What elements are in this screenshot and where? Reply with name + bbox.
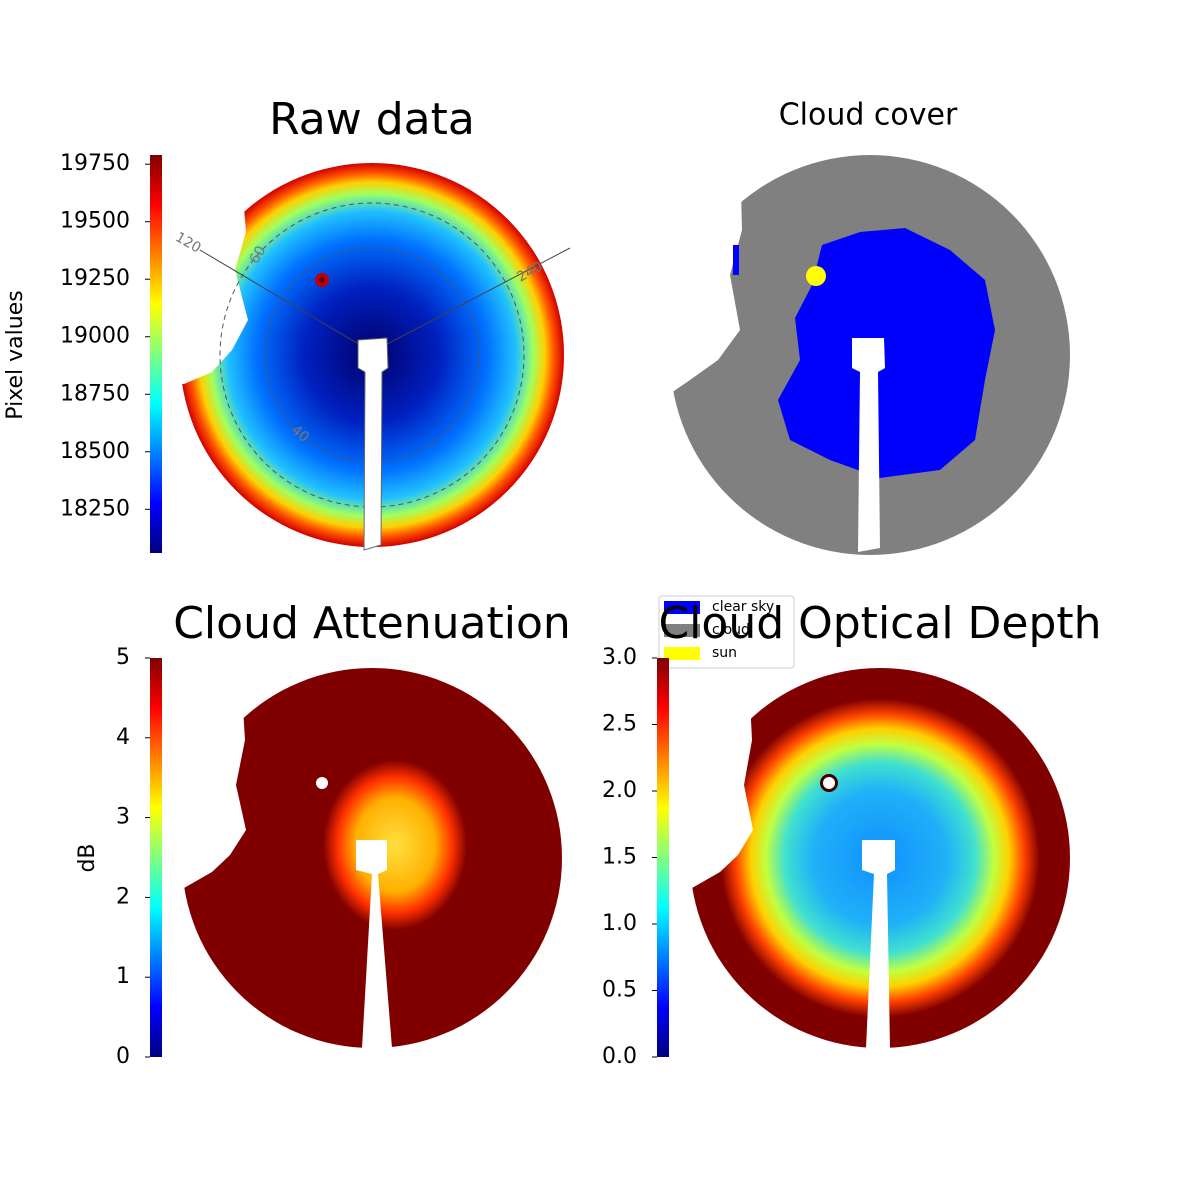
tick-label: 0.5 — [602, 978, 637, 1003]
tick-label: 4 — [116, 725, 130, 750]
tick-label: 19250 — [60, 266, 130, 291]
tick-label: 19750 — [60, 151, 130, 176]
attenuation-image — [170, 660, 562, 1048]
colorbar-label: Pixel values — [3, 290, 28, 419]
panel-title: Raw data — [269, 94, 475, 145]
tick-label: 1.0 — [602, 911, 637, 936]
tick-label: 3.0 — [602, 645, 637, 670]
tick-label: 5 — [116, 645, 130, 670]
tick-label: 18250 — [60, 496, 130, 521]
polar-label: 60 — [247, 243, 270, 266]
legend-swatch — [664, 624, 700, 637]
tick-label: 18500 — [60, 439, 130, 464]
tick-label: 3 — [116, 805, 130, 830]
colorbar — [150, 658, 162, 1057]
tick-label: 19500 — [60, 209, 130, 234]
panel-title: Cloud Attenuation — [173, 598, 571, 649]
legend-label: sun — [712, 645, 737, 661]
tick-label: 2 — [116, 884, 130, 909]
tick-label: 1.5 — [602, 845, 637, 870]
tick-label: 18750 — [60, 381, 130, 406]
legend: clear sky cloud sun — [658, 595, 795, 669]
colorbar-label: dB — [75, 843, 100, 872]
tick-label: 2.5 — [602, 712, 637, 737]
legend-label: clear sky — [712, 599, 774, 615]
tick-label: 19000 — [60, 324, 130, 349]
panel-title: Cloud cover — [779, 98, 958, 133]
optical-depth-image — [678, 660, 1070, 1048]
legend-swatch — [664, 647, 700, 660]
legend-label: cloud — [712, 622, 750, 638]
cloud-cover-image — [668, 150, 1070, 555]
raw-image — [170, 160, 571, 551]
panel-title: Cloud Optical Depth — [658, 598, 1101, 649]
tick-label: 0.0 — [602, 1044, 637, 1069]
colorbar — [150, 155, 162, 553]
colorbar — [657, 658, 669, 1057]
tick-label: 0 — [116, 1044, 130, 1069]
tick-label: 1 — [116, 964, 130, 989]
tick-label: 2.0 — [602, 778, 637, 803]
legend-swatch — [664, 601, 700, 614]
